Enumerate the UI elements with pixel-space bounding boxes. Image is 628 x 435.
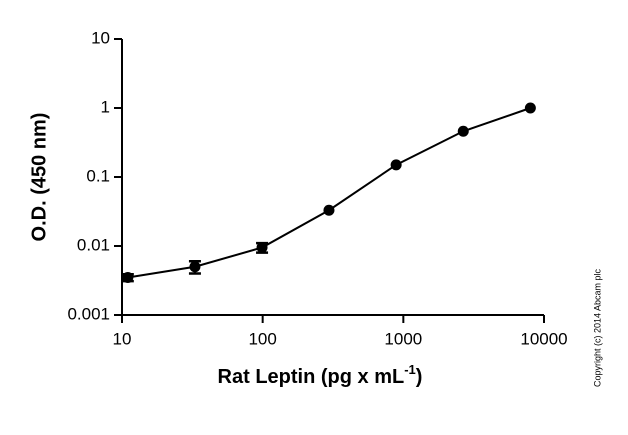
data-point — [457, 125, 469, 137]
data-point — [524, 102, 536, 114]
data-point — [256, 242, 268, 254]
x-label-main: Rat Leptin (pg x mL — [218, 366, 405, 388]
x-label-sup: -1 — [404, 362, 416, 377]
data-point — [122, 271, 134, 283]
x-tick-label: 10 — [113, 329, 132, 348]
x-tick-label: 10000 — [520, 329, 567, 348]
x-tick-label: 100 — [248, 329, 276, 348]
x-tick-label: 1000 — [384, 329, 422, 348]
data-point — [390, 159, 402, 171]
x-label-end: ) — [416, 366, 423, 388]
data-point — [323, 204, 335, 216]
y-tick-label: 0.01 — [77, 235, 110, 254]
x-axis-label: Rat Leptin (pg x mL-1) — [218, 362, 423, 388]
y-tick-label: 0.001 — [67, 304, 110, 323]
y-axis-label: O.D. (450 nm) — [28, 113, 50, 242]
y-tick-label: 10 — [91, 28, 110, 47]
copyright: Copyright (c) 2014 Abcam plc — [592, 268, 602, 387]
data-point — [189, 261, 201, 273]
y-tick-label: 0.1 — [86, 166, 110, 185]
data-line — [127, 107, 531, 279]
y-tick-label: 1 — [101, 97, 110, 116]
